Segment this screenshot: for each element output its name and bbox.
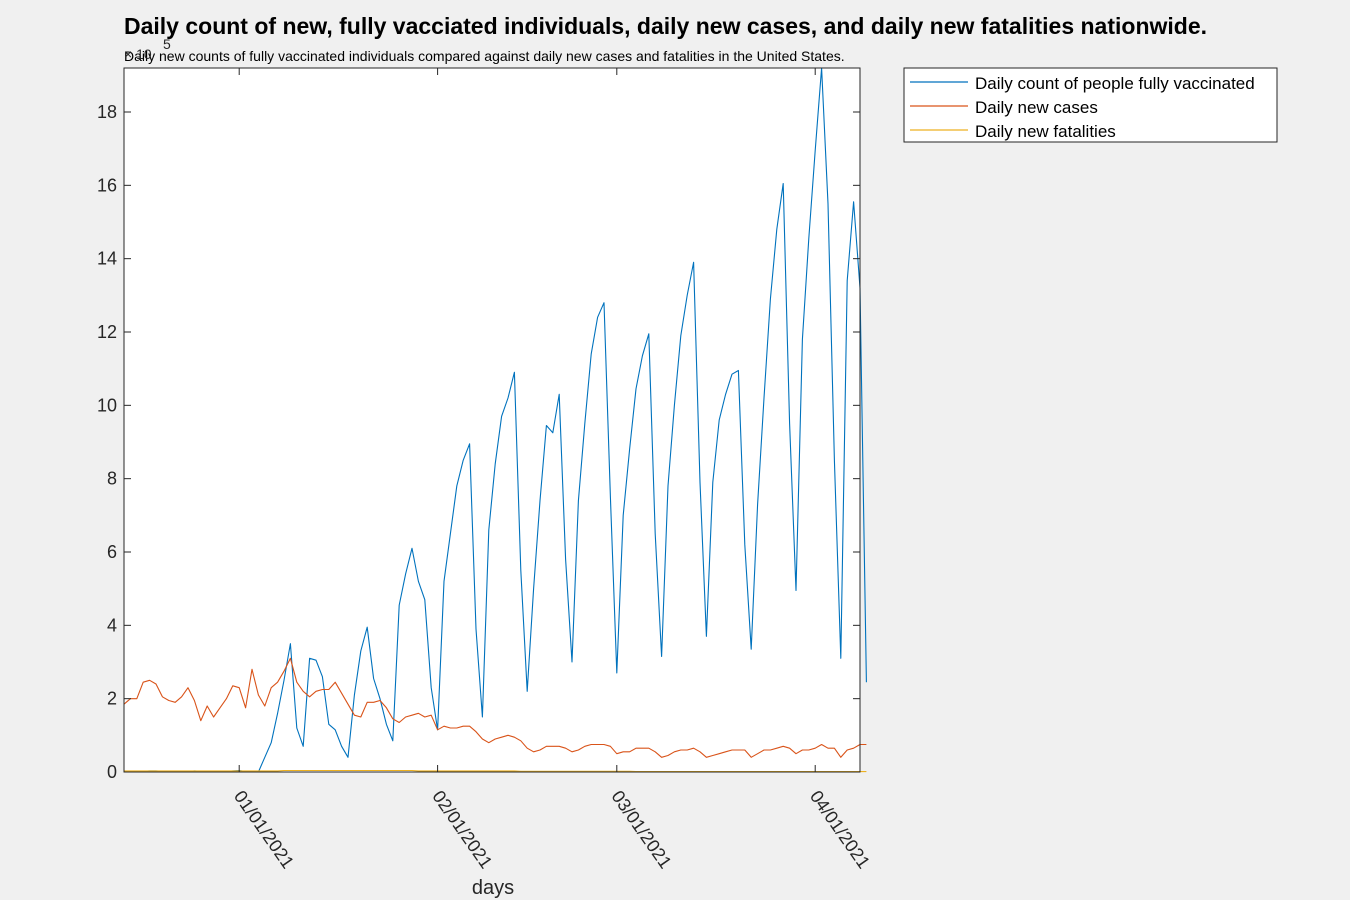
y-ticks: 0 2 4 6 8 10 12 14 16 18 (97, 102, 860, 782)
chart-subtitle: Daily new counts of fully vaccinated ind… (124, 48, 845, 64)
legend-label-fatalities: Daily new fatalities (975, 122, 1116, 141)
legend-label-cases: Daily new cases (975, 98, 1098, 117)
y-exponent-base: × 10 (124, 46, 152, 62)
x-tick-label: 04/01/2021 (806, 787, 874, 872)
y-tick-label: 2 (107, 689, 117, 709)
chart-title: Daily count of new, fully vacciated indi… (124, 13, 1207, 39)
legend: Daily count of people fully vaccinated D… (903, 67, 1278, 143)
x-tick-label: 03/01/2021 (608, 787, 676, 872)
legend-label-vaccinated: Daily count of people fully vaccinated (975, 74, 1255, 93)
x-axis-label: days (472, 877, 514, 899)
y-tick-label: 10 (97, 395, 117, 415)
plot-area (124, 68, 860, 772)
y-tick-label: 14 (97, 249, 117, 269)
y-tick-label: 8 (107, 469, 117, 489)
plot-frame (123, 67, 861, 773)
y-tick-label: 18 (97, 102, 117, 122)
series-line-cases (123, 657, 867, 758)
y-tick-label: 12 (97, 322, 117, 342)
y-tick-label: 4 (107, 615, 117, 635)
y-exponent-power: 5 (163, 36, 171, 52)
y-tick-label: 0 (107, 762, 117, 782)
x-tick-label: 01/01/2021 (230, 787, 298, 872)
y-tick-label: 6 (107, 542, 117, 562)
x-tick-label: 02/01/2021 (428, 787, 496, 872)
y-tick-label: 16 (97, 175, 117, 195)
